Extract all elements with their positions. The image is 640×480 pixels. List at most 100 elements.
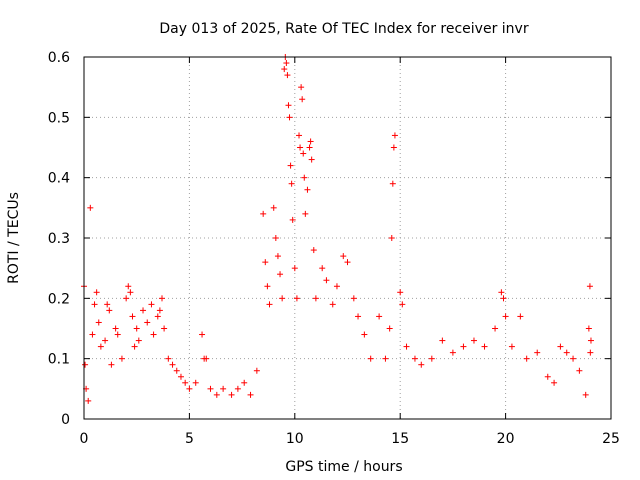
data-point	[523, 355, 530, 362]
data-point	[264, 283, 271, 290]
data-point	[470, 337, 477, 344]
data-point	[344, 259, 351, 266]
data-point	[300, 150, 307, 157]
data-point	[108, 361, 115, 368]
data-point	[266, 301, 273, 308]
data-point	[587, 349, 594, 356]
data-point	[312, 295, 319, 302]
data-point	[106, 307, 113, 314]
x-tick-label: 20	[497, 431, 515, 447]
x-axis-label: GPS time / hours	[285, 459, 402, 475]
data-point	[150, 331, 157, 338]
data-point	[428, 355, 435, 362]
data-point	[551, 379, 558, 386]
data-point	[304, 186, 311, 193]
data-point	[262, 259, 269, 266]
data-point	[85, 397, 92, 404]
data-point	[308, 156, 315, 163]
grid-lines	[84, 57, 611, 419]
data-point	[213, 391, 220, 398]
y-tick-label: 0.5	[48, 110, 70, 126]
data-point	[350, 295, 357, 302]
data-point	[340, 253, 347, 260]
data-point	[234, 385, 241, 392]
data-point	[129, 313, 136, 320]
data-point	[260, 210, 267, 217]
data-point	[576, 367, 583, 374]
data-point	[390, 144, 397, 151]
data-point	[158, 295, 165, 302]
data-point	[165, 355, 172, 362]
data-point	[310, 247, 317, 254]
data-point	[391, 132, 398, 139]
y-tick-label: 0.1	[48, 352, 70, 368]
data-point	[93, 289, 100, 296]
data-point	[114, 331, 121, 338]
data-point	[587, 337, 594, 344]
data-point	[397, 289, 404, 296]
data-point	[241, 379, 248, 386]
plot-frame	[83, 56, 612, 420]
data-point	[186, 385, 193, 392]
data-point	[283, 60, 290, 67]
data-point	[274, 253, 281, 260]
data-point	[87, 204, 94, 211]
data-point	[154, 313, 161, 320]
data-point	[148, 301, 155, 308]
data-point	[270, 204, 277, 211]
data-point	[169, 361, 176, 368]
data-point	[508, 343, 515, 350]
data-point	[89, 331, 96, 338]
data-point	[173, 367, 180, 374]
data-point	[492, 325, 499, 332]
data-point	[140, 307, 147, 314]
data-point	[418, 361, 425, 368]
data-point	[302, 210, 309, 217]
data-point	[500, 295, 507, 302]
data-point	[376, 313, 383, 320]
data-point	[177, 373, 184, 380]
y-axis-label: ROTI / TECUs	[6, 192, 22, 284]
tick-labels: 0 5 10 15 20 25 0 0.1 0.2 0.3 0.4 0.5 0.6	[48, 50, 620, 447]
data-point	[307, 138, 314, 145]
data-point	[291, 265, 298, 272]
data-point	[192, 379, 199, 386]
data-point	[156, 307, 163, 314]
data-point	[301, 174, 308, 181]
data-point	[449, 349, 456, 356]
data-point	[127, 289, 134, 296]
y-tick-label: 0.2	[48, 291, 70, 307]
data-point	[361, 331, 368, 338]
data-point	[133, 325, 140, 332]
data-point	[199, 331, 206, 338]
data-point	[367, 355, 374, 362]
data-point	[517, 313, 524, 320]
data-point	[207, 385, 214, 392]
data-point	[125, 283, 132, 290]
data-point	[182, 379, 189, 386]
x-tick-label: 0	[80, 431, 89, 447]
data-point	[399, 301, 406, 308]
data-point	[272, 235, 279, 241]
data-point	[289, 216, 296, 223]
data-point	[298, 84, 305, 91]
data-point	[203, 355, 210, 362]
data-point	[284, 72, 291, 79]
data-point	[388, 235, 395, 241]
data-point	[439, 337, 446, 344]
data-point	[386, 325, 393, 332]
data-point	[297, 144, 304, 151]
data-point	[296, 132, 303, 139]
data-point	[570, 355, 577, 362]
x-tick-label: 25	[602, 431, 620, 447]
data-point	[586, 283, 593, 290]
x-tick-label: 10	[286, 431, 304, 447]
data-point	[97, 343, 104, 350]
data-point	[582, 391, 589, 398]
y-tick-label: 0.4	[48, 171, 70, 187]
data-point	[95, 319, 102, 326]
data-point	[82, 361, 89, 368]
data-point	[389, 180, 396, 187]
data-point	[288, 180, 295, 187]
y-tick-label: 0.3	[48, 231, 70, 247]
